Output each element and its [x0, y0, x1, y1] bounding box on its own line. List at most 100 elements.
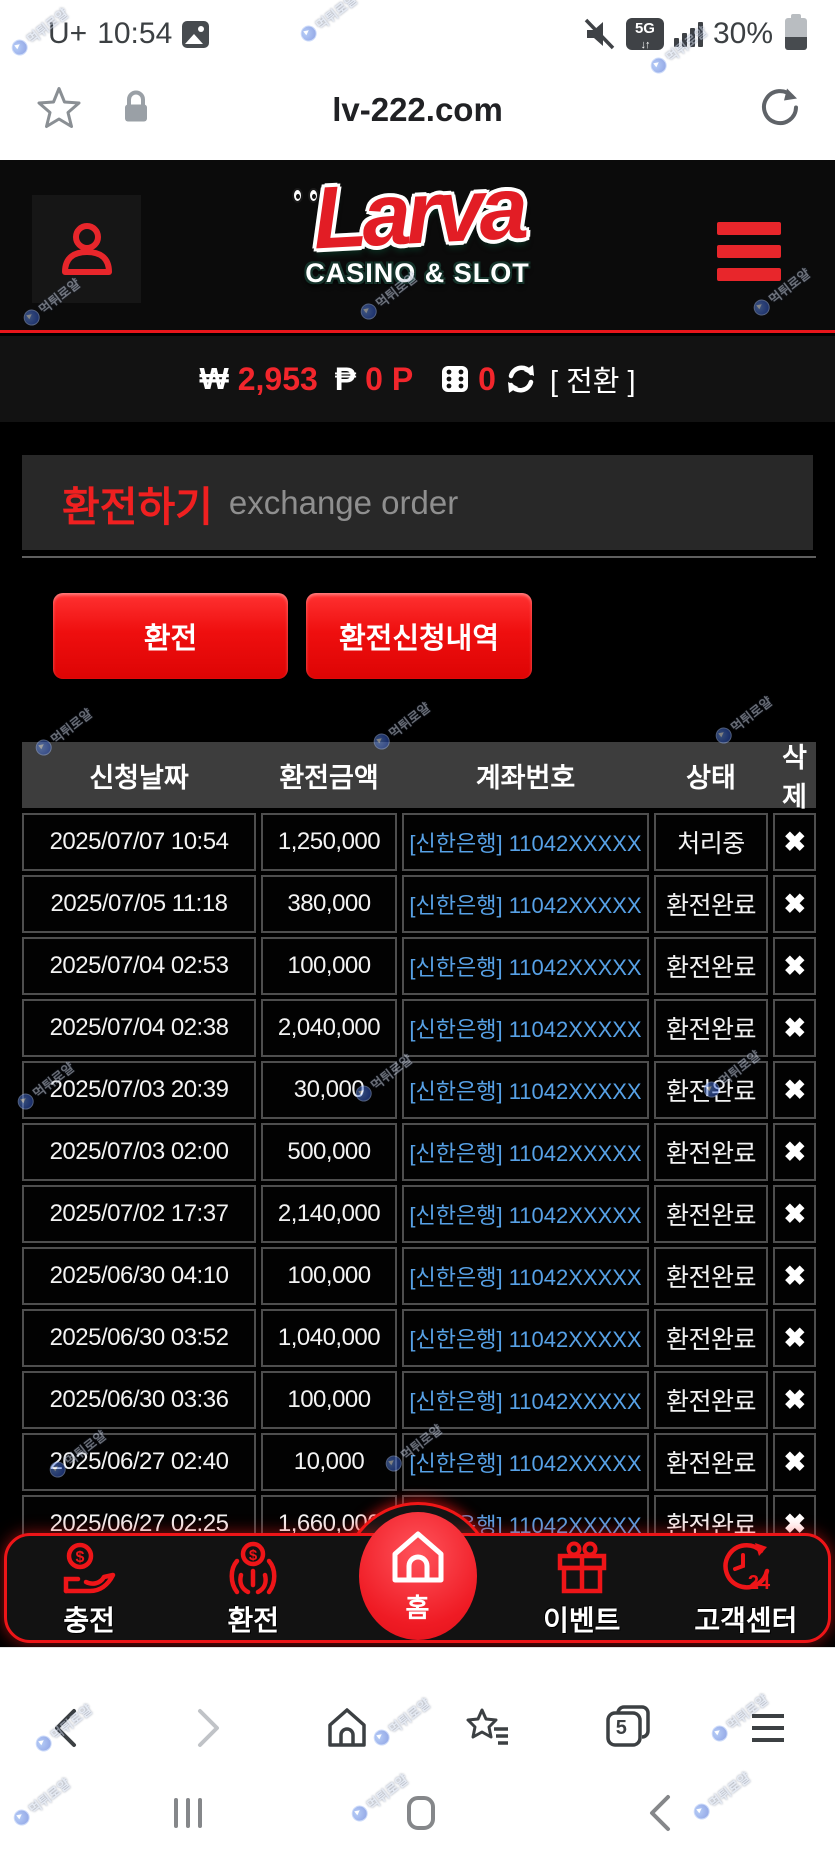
cell-status: 환전완료	[654, 1123, 768, 1181]
cell-amount: 100,000	[261, 1371, 397, 1429]
reload-icon[interactable]	[757, 85, 803, 136]
convert-link[interactable]: [ 전환 ]	[549, 366, 636, 398]
cell-status: 환전완료	[654, 1247, 768, 1305]
cell-date: 2025/07/03 02:00	[22, 1123, 256, 1181]
nav-item-home: 홈	[335, 1512, 499, 1640]
network-5g-icon: 5G ↓↑	[625, 18, 664, 51]
cell-date: 2025/06/30 04:10	[22, 1247, 256, 1305]
support-24h-icon: 24	[723, 1543, 771, 1594]
carrier-label: U+	[48, 17, 88, 50]
svg-text:24: 24	[748, 1572, 771, 1594]
mute-icon	[584, 18, 615, 50]
point-balance: 0 P	[365, 360, 414, 397]
account-link[interactable]: [신한은행] 11042XXXXX	[402, 813, 649, 871]
col-header-account: 계좌번호	[475, 762, 576, 793]
browser-back-button[interactable]	[42, 1703, 92, 1753]
account-link[interactable]: [신한은행] 11042XXXXX	[402, 937, 649, 995]
browser-menu-button[interactable]	[743, 1703, 793, 1753]
site-logo[interactable]: Larva CASINO & SLOT	[268, 160, 568, 289]
account-link[interactable]: [신한은행] 11042XXXXX	[402, 1247, 649, 1305]
cell-status: 환전완료	[654, 937, 768, 995]
col-header-amount: 환전금액	[279, 762, 379, 793]
logo-eye	[307, 188, 319, 203]
col-header-delete: 삭제	[782, 743, 807, 812]
nav-item-withdraw[interactable]: $ 환전	[171, 1536, 335, 1640]
table-header: 신청날짜 환전금액 계좌번호 상태 삭제	[22, 742, 816, 812]
exchange-history-button[interactable]: 환전신청내역	[306, 593, 532, 679]
cell-status: 처리중	[654, 813, 768, 871]
url-text[interactable]: lv-222.com	[332, 91, 503, 128]
android-back-button[interactable]	[629, 1788, 689, 1838]
account-link[interactable]: [신한은행] 11042XXXXX	[402, 1433, 649, 1491]
nav-item-support[interactable]: 24 고객센터	[664, 1536, 828, 1640]
android-nav-bar	[0, 1783, 835, 1843]
cell-date: 2025/07/04 02:53	[22, 937, 256, 995]
table-row: 2025/07/02 17:37 2,140,000 [신한은행] 11042X…	[22, 1185, 816, 1243]
delete-row-button[interactable]: ✖	[773, 813, 816, 871]
cell-amount: 10,000	[261, 1433, 397, 1491]
cell-amount: 500,000	[261, 1123, 397, 1181]
delete-row-button[interactable]: ✖	[773, 999, 816, 1057]
account-link[interactable]: [신한은행] 11042XXXXX	[402, 1185, 649, 1243]
cell-date: 2025/07/04 02:38	[22, 999, 256, 1057]
browser-tabs-button[interactable]: 5	[603, 1703, 653, 1753]
menu-hamburger-icon[interactable]	[717, 222, 781, 281]
exchange-hands-icon: $	[229, 1541, 277, 1595]
gift-icon	[557, 1541, 606, 1594]
account-link[interactable]: [신한은행] 11042XXXXX	[402, 1371, 649, 1429]
nav-item-event[interactable]: 이벤트	[500, 1536, 664, 1640]
cell-date: 2025/06/30 03:52	[22, 1309, 256, 1367]
browser-home-button[interactable]	[322, 1703, 372, 1753]
webpage-body: Larva CASINO & SLOT ₩ 2,953 ₱ 0 P 0	[0, 160, 835, 1647]
profile-button[interactable]	[32, 195, 141, 303]
table-row: 2025/06/27 02:40 10,000 [신한은행] 11042XXXX…	[22, 1433, 816, 1491]
browser-forward-button[interactable]	[182, 1703, 232, 1753]
android-home-button[interactable]	[391, 1788, 451, 1838]
cash-balance: 2,953	[237, 360, 318, 397]
deposit-coin-hand-icon: $	[63, 1542, 116, 1594]
delete-row-button[interactable]: ✖	[773, 875, 816, 933]
signal-strength-icon	[673, 21, 703, 47]
bookmark-star-icon[interactable]	[36, 86, 82, 135]
cell-date: 2025/06/30 03:36	[22, 1371, 256, 1429]
divider	[22, 556, 816, 558]
cell-amount: 100,000	[261, 1247, 397, 1305]
table-body: 2025/07/07 10:54 1,250,000 [신한은행] 11042X…	[22, 813, 816, 1553]
svg-text:$: $	[76, 1549, 85, 1566]
nav-item-deposit[interactable]: $ 충전	[7, 1536, 171, 1640]
android-recents-button[interactable]	[158, 1788, 218, 1838]
account-link[interactable]: [신한은행] 11042XXXXX	[402, 1309, 649, 1367]
col-header-status: 상태	[686, 762, 736, 793]
delete-row-button[interactable]: ✖	[773, 1061, 816, 1119]
exchange-button[interactable]: 환전	[53, 593, 288, 679]
battery-icon	[785, 14, 807, 50]
table-row: 2025/07/07 10:54 1,250,000 [신한은행] 11042X…	[22, 813, 816, 871]
home-button[interactable]: 홈	[358, 1512, 477, 1640]
delete-row-button[interactable]: ✖	[773, 1433, 816, 1491]
cell-amount: 2,040,000	[261, 999, 397, 1057]
bottom-nav: $ 충전 $ 환전	[4, 1512, 831, 1643]
cell-amount: 2,140,000	[261, 1185, 397, 1243]
refresh-balance-icon[interactable]	[505, 363, 537, 395]
table-row: 2025/07/03 02:00 500,000 [신한은행] 11042XXX…	[22, 1123, 816, 1181]
delete-row-button[interactable]: ✖	[773, 937, 816, 995]
cell-status: 환전완료	[654, 1433, 768, 1491]
delete-row-button[interactable]: ✖	[773, 1309, 816, 1367]
tab-count: 5	[615, 1717, 627, 1739]
delete-row-button[interactable]: ✖	[773, 1185, 816, 1243]
cell-status: 환전완료	[654, 1309, 768, 1367]
delete-row-button[interactable]: ✖	[773, 1371, 816, 1429]
account-link[interactable]: [신한은행] 11042XXXXX	[402, 1061, 649, 1119]
account-link[interactable]: [신한은행] 11042XXXXX	[402, 875, 649, 933]
browser-address-bar: lv-222.com	[0, 60, 835, 160]
account-link[interactable]: [신한은행] 11042XXXXX	[402, 999, 649, 1057]
cell-amount: 1,040,000	[261, 1309, 397, 1367]
delete-row-button[interactable]: ✖	[773, 1247, 816, 1305]
point-symbol: ₱	[334, 360, 357, 397]
table-row: 2025/06/30 03:36 100,000 [신한은행] 11042XXX…	[22, 1371, 816, 1429]
browser-bookmarks-button[interactable]	[463, 1703, 513, 1753]
account-link[interactable]: [신한은행] 11042XXXXX	[402, 1123, 649, 1181]
delete-row-button[interactable]: ✖	[773, 1123, 816, 1181]
page-title: 환전하기 exchange order	[22, 455, 813, 550]
